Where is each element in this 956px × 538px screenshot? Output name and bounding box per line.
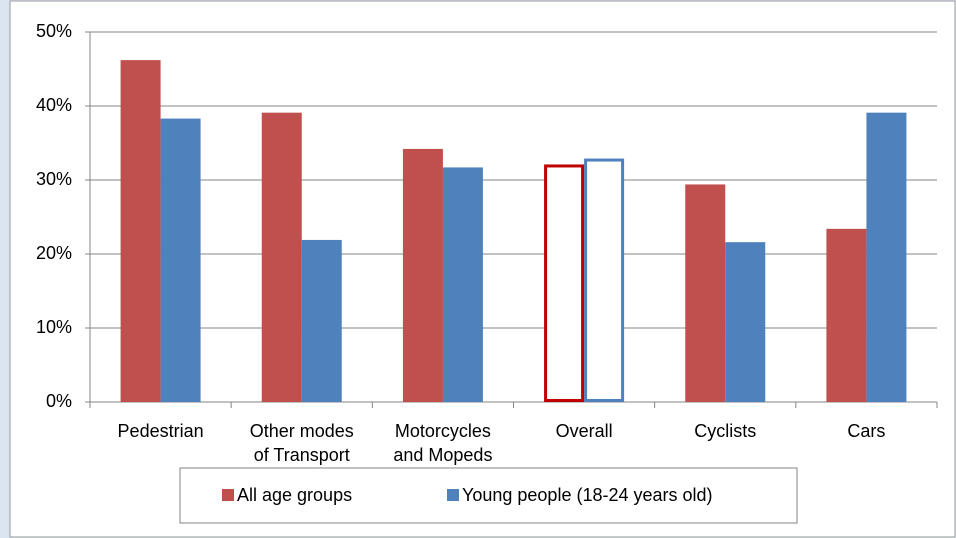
bar xyxy=(866,112,907,402)
bar xyxy=(826,228,867,402)
x-tick-label: Cyclists xyxy=(694,421,756,441)
y-tick-label: 20% xyxy=(36,243,72,263)
bar xyxy=(120,60,161,403)
x-tick-label: Overall xyxy=(556,421,613,441)
legend-box xyxy=(179,467,798,524)
y-tick-label: 30% xyxy=(36,169,72,189)
bar xyxy=(402,148,443,402)
bar xyxy=(584,158,625,402)
legend-swatch xyxy=(447,489,459,501)
y-tick-label: 0% xyxy=(46,391,72,411)
bar xyxy=(301,239,342,402)
bar xyxy=(685,184,726,402)
bar xyxy=(725,242,766,402)
y-tick-label: 40% xyxy=(36,95,72,115)
bar xyxy=(544,164,585,402)
y-tick-label: 50% xyxy=(36,21,72,41)
x-tick-label: Cars xyxy=(847,421,885,441)
legend-swatch xyxy=(222,489,234,501)
x-tick-label: Pedestrian xyxy=(118,421,204,441)
bar xyxy=(160,118,201,402)
x-tick-label: Motorcycles and Mopeds xyxy=(393,421,492,465)
legend-label: All age groups xyxy=(237,485,352,505)
legend-label: Young people (18-24 years old) xyxy=(462,485,713,505)
legend: All age groups Young people (18-24 years … xyxy=(179,467,798,524)
bar xyxy=(442,167,483,402)
bar xyxy=(261,112,302,402)
x-tick-label: Other modes of Transport xyxy=(250,421,354,465)
y-tick-label: 10% xyxy=(36,317,72,337)
